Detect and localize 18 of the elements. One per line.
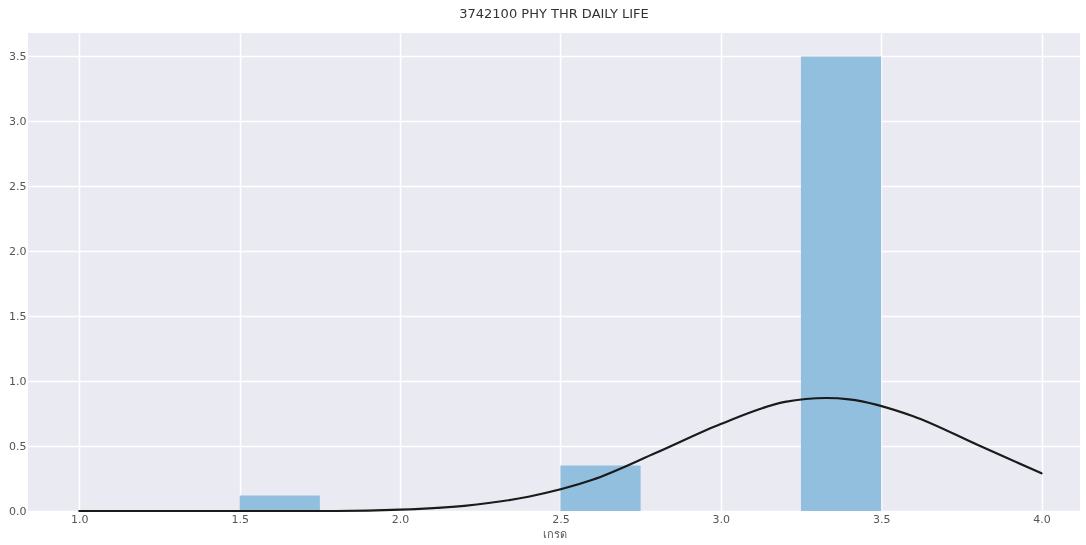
x-tick-label: 3.5 [872,512,891,526]
y-tick-label: 3.0 [9,114,27,128]
y-tick-label: 0.5 [9,439,27,453]
y-tick-label: 2.0 [9,244,27,258]
x-tick-label: 3.0 [712,512,731,526]
x-tick-label: 2.5 [552,512,570,526]
y-tick-label: 3.5 [9,49,27,63]
x-tick-label: 1.5 [231,512,249,526]
y-tick-label: 0.0 [9,504,27,518]
y-tick-label: 2.5 [9,179,27,193]
y-tick-label: 1.0 [9,374,27,388]
x-tick-label: 4.0 [1033,512,1051,526]
x-tick-label: 1.0 [71,512,89,526]
x-tick-label: 2.0 [391,512,410,526]
chart-title: 3742100 PHY THR DAILY LIFE [459,6,649,21]
line-series [78,396,1043,513]
x-axis-title: เกรด [542,527,567,541]
y-tick-label: 1.5 [9,309,27,323]
